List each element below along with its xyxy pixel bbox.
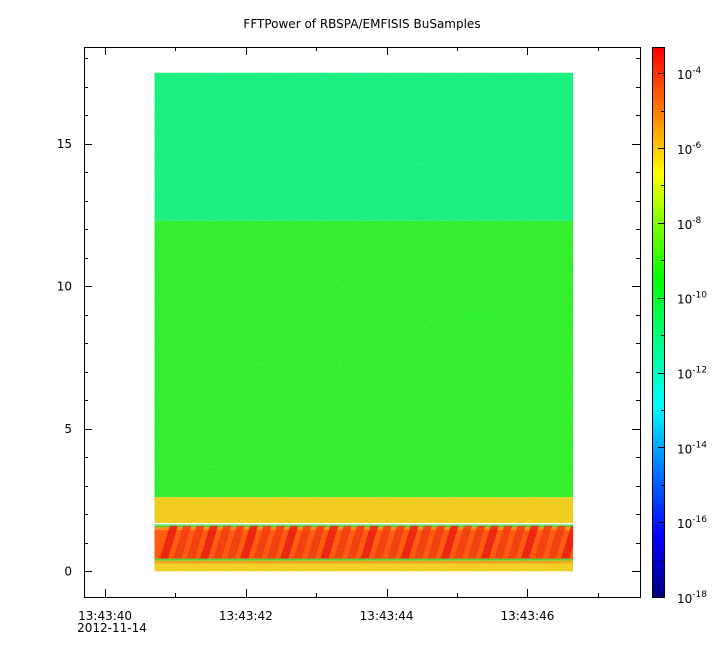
cb-tick-label--10: 10-10 <box>677 291 707 307</box>
colorbar: 10-4 10-6 10-8 10-10 10-12 10-14 10-16 10-18 <box>652 47 707 606</box>
colorbar-gradient <box>652 47 665 598</box>
chart-title: FFTPower of RBSPA/EMFISIS BuSamples <box>243 17 481 31</box>
y-tick-label-15: 15 <box>57 137 72 151</box>
x-tick-label-3: 13:43:46 <box>500 609 554 623</box>
y-axis: 0 5 10 15 <box>57 58 640 578</box>
heatmap-image <box>154 72 574 572</box>
cb-tick-label--18: 10-18 <box>677 590 707 606</box>
y-tick-label-5: 5 <box>64 422 72 436</box>
y-tick-label-0: 0 <box>64 564 72 578</box>
cb-tick-label--6: 10-6 <box>677 141 702 157</box>
x-date-label: 2012-11-14 <box>77 621 147 635</box>
y-tick-label-10: 10 <box>57 279 72 293</box>
x-tick-label-0: 13:43:40 <box>78 609 132 623</box>
heatmap-noise <box>154 72 574 572</box>
x-tick-label-2: 13:43:44 <box>360 609 414 623</box>
cb-tick-label--12: 10-12 <box>677 366 707 382</box>
x-axis: 13:43:40 13:43:42 13:43:44 13:43:46 2012-11-… <box>77 47 599 635</box>
cb-tick-label--14: 10-14 <box>677 440 707 456</box>
cb-tick-label--4: 10-4 <box>677 66 702 82</box>
cb-tick-label--16: 10-16 <box>677 515 707 531</box>
x-tick-label-1: 13:43:42 <box>219 609 273 623</box>
cb-tick-label--8: 10-8 <box>677 216 702 232</box>
